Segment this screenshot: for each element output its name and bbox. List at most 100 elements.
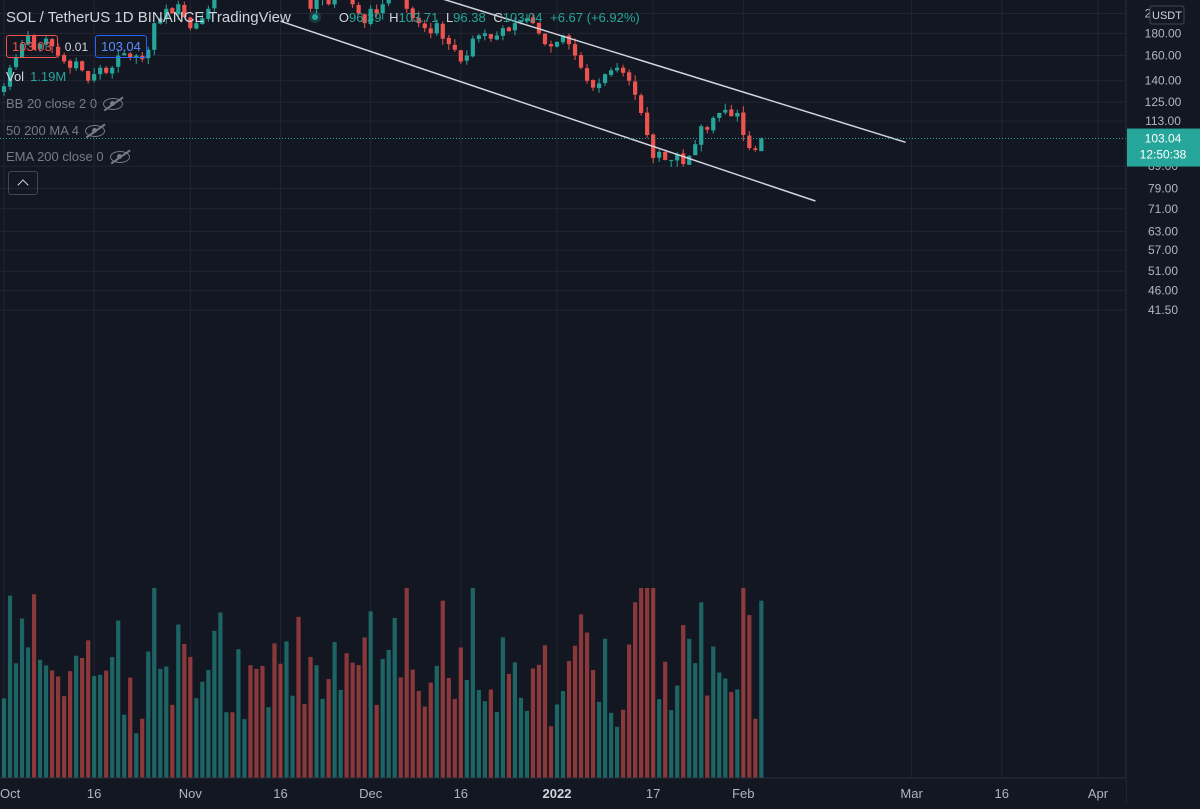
volume-bar [260,665,265,778]
candle-body [416,17,421,24]
volume-bar [494,712,499,778]
countdown-label: 12:50:38 [1140,148,1187,162]
volume-bar [711,646,716,778]
candle-body [368,8,373,25]
volume-bar [62,696,67,778]
low-label: L [445,9,454,25]
candle-body [80,61,85,71]
indicator-volume[interactable]: Vol 1.19M [6,69,66,84]
volume-bar [266,707,271,778]
eye-hidden-icon[interactable] [103,97,124,110]
volume-bar [31,594,37,778]
price-tick-label: 180.00 [1145,26,1182,40]
price-tick-label: 140.00 [1145,74,1182,88]
volume-bar [212,630,217,778]
candle-body [86,71,91,81]
time-tick-label: Feb [732,786,754,801]
volume-bar [705,695,710,778]
candle-body [128,53,133,58]
indicator-bb-label: BB 20 close 2 0 [6,96,98,111]
volume-bar [476,689,481,778]
volume-bar [140,718,145,778]
candle-body [530,17,536,24]
candle-body [482,33,487,36]
volume-bar [470,588,475,778]
candle-body [332,0,337,5]
candle-body [681,153,686,165]
candle-body [578,55,584,68]
candle-body [404,0,409,9]
volume-bar [627,644,632,778]
candle-body [134,55,139,58]
volume-bar [392,617,397,778]
volume-bar [693,663,698,778]
candle-body [68,60,73,68]
volume-bar [675,685,680,778]
indicator-ma[interactable]: 50 200 MA 4 [6,123,105,138]
candle-body [356,5,361,14]
time-axis[interactable]: Oct 16 Nov 16 Dec 16 2022 17 Feb Mar 16 Apr [0,777,1126,804]
sell-button[interactable]: 103.03 [6,35,58,58]
candle-body [410,8,415,19]
volume-bar [681,625,686,778]
volume-bar [584,632,590,778]
price-tick-label: 79.00 [1148,182,1178,196]
candle-body [62,55,67,62]
volume-bar [7,595,13,778]
collapse-legend-button[interactable] [8,171,38,195]
volume-bar [272,643,277,778]
candle-body [182,4,187,18]
candle-body [645,112,650,135]
volume-bar [458,647,463,778]
volume-bar [645,588,650,778]
volume-bar [566,660,572,778]
volume-bar [572,645,578,778]
candle-body [693,144,698,156]
volume-bar [43,665,49,778]
eye-hidden-icon[interactable] [85,124,105,137]
volume-bar [482,701,487,778]
candle-body [434,23,439,34]
candle-body [608,70,614,75]
candle-body [458,50,463,62]
candle-body [188,17,193,29]
volume-bar [158,668,163,778]
candle-body [152,23,157,50]
trendline[interactable] [371,0,906,144]
volume-bar [614,726,620,778]
buy-button[interactable]: 103.04 [95,35,147,58]
time-tick-label: Dec [359,786,383,801]
candle-body [122,53,127,56]
candle-body [308,0,313,9]
indicator-ema[interactable]: EMA 200 close 0 [6,149,130,164]
time-tick-label: Oct [0,786,21,801]
volume-bar [530,668,536,778]
volume-bar [74,655,79,778]
volume-bar [49,670,55,778]
candle-body [314,0,319,10]
candle-body [98,67,103,75]
volume-bar [464,679,469,778]
price-tick-label: 125.00 [1145,95,1182,109]
trendline[interactable] [280,20,816,202]
indicator-bb[interactable]: BB 20 close 2 0 [6,96,124,111]
candle-body [554,41,560,47]
time-tick-label: 17 [646,786,660,801]
symbol-title[interactable]: SOL / TetherUS 1D BINANCE TradingView [6,8,291,26]
last-price-label: 103.04 [1145,132,1182,146]
volume-bar [278,663,283,778]
volume-bar [500,637,505,778]
eye-hidden-icon[interactable] [109,150,130,163]
volume-bar [344,653,349,778]
volume-bar [506,673,512,778]
volume-bar [128,677,133,778]
volume-bar [422,706,427,778]
indicator-volume-label: Vol [6,69,25,84]
candle-body [19,44,25,58]
price-axis[interactable]: 420.00380.00340.00300.00260.00230.00200.… [1125,0,1200,804]
candle-body [428,28,433,34]
trendline-layer[interactable] [280,0,906,202]
price-tick-label: 113.00 [1145,114,1181,128]
